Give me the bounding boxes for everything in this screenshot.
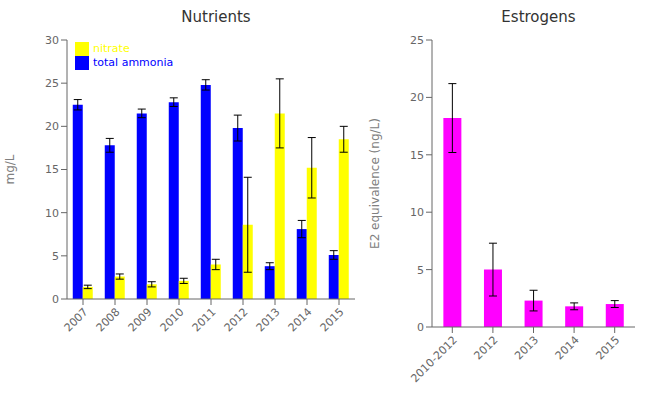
svg-text:0: 0: [52, 293, 59, 306]
svg-text:2013: 2013: [254, 305, 283, 334]
html-text:Estrogens: Estrogens: [501, 8, 576, 26]
svg-text:2014: 2014: [553, 333, 582, 362]
svg-text:2009: 2009: [126, 305, 155, 334]
svg-text:15: 15: [45, 163, 59, 176]
svg-text:2013: 2013: [512, 333, 541, 362]
svg-text:2010-2012: 2010-2012: [408, 333, 460, 385]
svg-text:25: 25: [45, 77, 59, 90]
svg-text:mg/L: mg/L: [8, 154, 17, 184]
svg-text:15: 15: [410, 149, 424, 162]
svg-text:5: 5: [417, 264, 424, 277]
svg-text:2008: 2008: [94, 305, 123, 334]
svg-text:2007: 2007: [62, 305, 91, 334]
svg-text:20: 20: [45, 120, 59, 133]
svg-text:2010: 2010: [158, 305, 187, 334]
svg-text:10: 10: [45, 207, 59, 220]
svg-text:25: 25: [410, 34, 424, 47]
svg-text:10: 10: [410, 206, 424, 219]
svg-text:2012: 2012: [472, 333, 501, 362]
svg-text:2015: 2015: [593, 333, 622, 362]
svg-text:2012: 2012: [222, 305, 251, 334]
svg-text:0: 0: [417, 321, 424, 334]
svg-text:5: 5: [52, 250, 59, 263]
svg-text:2014: 2014: [286, 305, 315, 334]
svg-text:20: 20: [410, 91, 424, 104]
svg-text:2011: 2011: [190, 305, 219, 334]
svg-text:2015: 2015: [318, 305, 347, 334]
svg-text:30: 30: [45, 34, 59, 47]
html-text:total ammonia: total ammonia: [93, 56, 174, 69]
svg-text:E2 equivalence (ng/L): E2 equivalence (ng/L): [368, 118, 382, 249]
html-text:Nutrients: Nutrients: [181, 8, 251, 26]
html-text:nitrate: nitrate: [93, 42, 130, 55]
